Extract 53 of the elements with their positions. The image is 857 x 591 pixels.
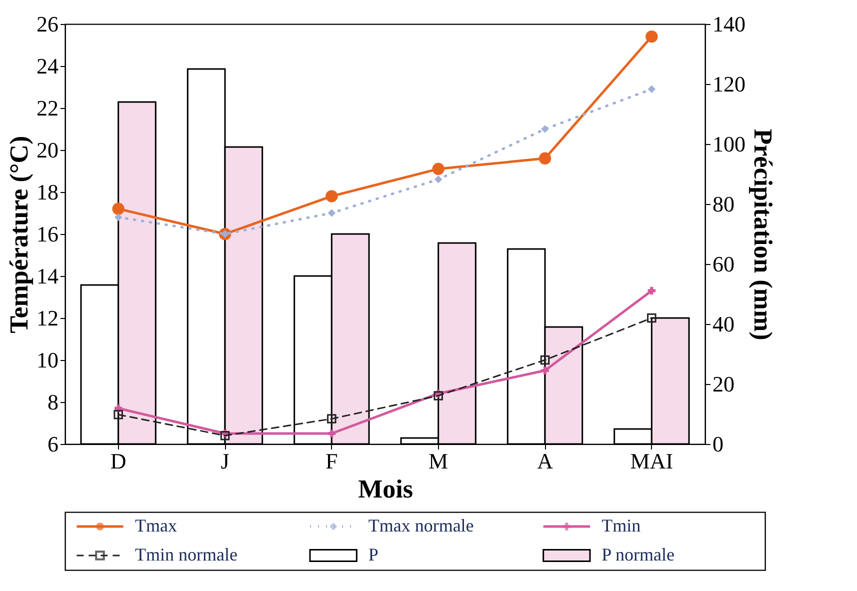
legend-label: Tmax: [135, 516, 177, 536]
x-tick-label: D: [110, 448, 126, 474]
y2-tick-label: 120: [712, 72, 746, 96]
y-tick-label: 6: [48, 432, 58, 456]
x-tick-label: A: [537, 448, 554, 474]
legend-label: Tmin normale: [135, 544, 238, 564]
point: [648, 85, 656, 93]
y2-tick-label: 20: [712, 372, 734, 396]
y2-tick-label: 0: [712, 432, 724, 456]
y2-axis-title: Précipitation (mm): [748, 128, 778, 340]
legend-label: P normale: [602, 544, 674, 564]
y-tick-label: 12: [36, 306, 58, 330]
point: [541, 366, 549, 374]
x-tick-label: MAI: [630, 448, 674, 474]
point: [432, 162, 444, 176]
legend-label: Tmax normale: [368, 516, 474, 536]
y2-tick-label: 140: [712, 12, 746, 36]
y-tick-label: 16: [36, 222, 58, 246]
x-tick-label: F: [326, 448, 338, 474]
point: [112, 202, 124, 215]
point: [328, 209, 336, 217]
y-tick-label: 26: [36, 12, 58, 36]
y-axis-title: Température (°C): [4, 136, 34, 334]
point: [326, 190, 338, 202]
point: [114, 213, 122, 222]
y-tick-label: 14: [36, 264, 58, 288]
y-tick-label: 20: [36, 138, 58, 162]
y-tick-label: 10: [36, 348, 58, 372]
point: [434, 391, 443, 400]
point: [327, 414, 336, 424]
point: [328, 430, 336, 438]
y2-tick-label: 60: [712, 252, 734, 276]
y2-tick-label: 100: [712, 132, 746, 156]
point: [114, 410, 123, 420]
point: [646, 30, 658, 43]
point: [538, 152, 552, 165]
y-tick-label: 18: [36, 180, 58, 204]
x-tick-label: M: [428, 448, 448, 474]
y-tick-label: 8: [48, 390, 58, 414]
legend-label: P: [368, 544, 378, 564]
x-axis-title: Mois: [358, 474, 413, 504]
y-tick-label: 22: [36, 96, 58, 120]
legend-label: Tmin: [602, 516, 641, 536]
y2-tick-label: 80: [712, 192, 734, 216]
x-tick-label: J: [220, 448, 230, 474]
y-tick-label: 24: [36, 54, 58, 78]
point: [648, 286, 656, 295]
point: [434, 176, 442, 184]
point: [541, 125, 549, 133]
point: [540, 355, 550, 365]
point: [220, 430, 230, 440]
y2-tick-label: 40: [712, 312, 734, 336]
point: [647, 313, 656, 323]
